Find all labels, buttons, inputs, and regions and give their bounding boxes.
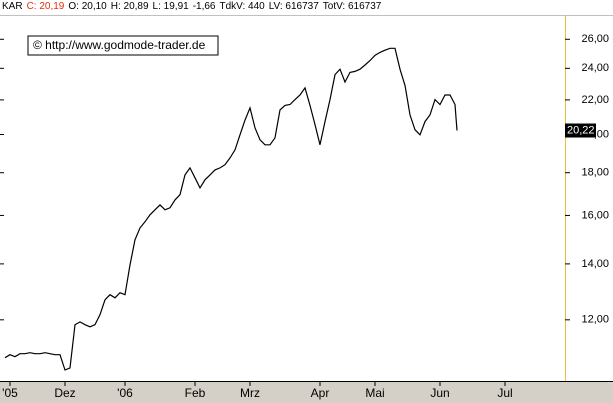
x-tick-label: Feb — [185, 386, 206, 400]
header-item: C: 20,19 — [26, 1, 65, 12]
y-tick-label: 16,00 — [581, 209, 609, 221]
x-tick-label: '06 — [117, 386, 133, 400]
y-tick-label: 22,00 — [581, 94, 609, 106]
header: KAR C: 20,19 O: 20,10 H: 20,89 L: 19,91 -1,66… — [2, 1, 381, 14]
x-tick-label: Mai — [365, 386, 384, 400]
header-item: L: 19,91 — [152, 1, 189, 12]
header-item: TotV: 616737 — [322, 1, 382, 12]
last-value-box — [565, 123, 596, 138]
header-item: KAR — [2, 1, 23, 12]
x-tick-label: Jul — [497, 386, 512, 400]
last-value-label: 20,22 — [567, 124, 595, 136]
x-tick-label: Dez — [54, 386, 75, 400]
x-tick-label: Jun — [430, 386, 449, 400]
header-item: O: 20,10 — [68, 1, 107, 12]
y-tick-label: 12,00 — [581, 314, 609, 326]
y-tick-label: 26,00 — [581, 33, 609, 45]
annotation: © http://www.godmode-trader.de — [33, 38, 206, 52]
y-tick-label: 24,00 — [581, 62, 609, 74]
x-tick-label: '05 — [2, 386, 18, 400]
x-tick-label: Mrz — [240, 386, 260, 400]
header-item: -1,66 — [192, 1, 216, 12]
price-line — [4, 47, 458, 371]
annotation-box — [27, 35, 219, 56]
header-item: LV: 616737 — [268, 1, 319, 12]
header-item: TdkV: 440 — [219, 1, 265, 12]
y-tick-label: 18,00 — [581, 167, 609, 179]
x-tick-label: Apr — [311, 386, 330, 400]
x-axis-band — [0, 382, 613, 403]
y-tick-label: 14,00 — [581, 258, 609, 270]
header-item: H: 20,89 — [110, 1, 149, 12]
